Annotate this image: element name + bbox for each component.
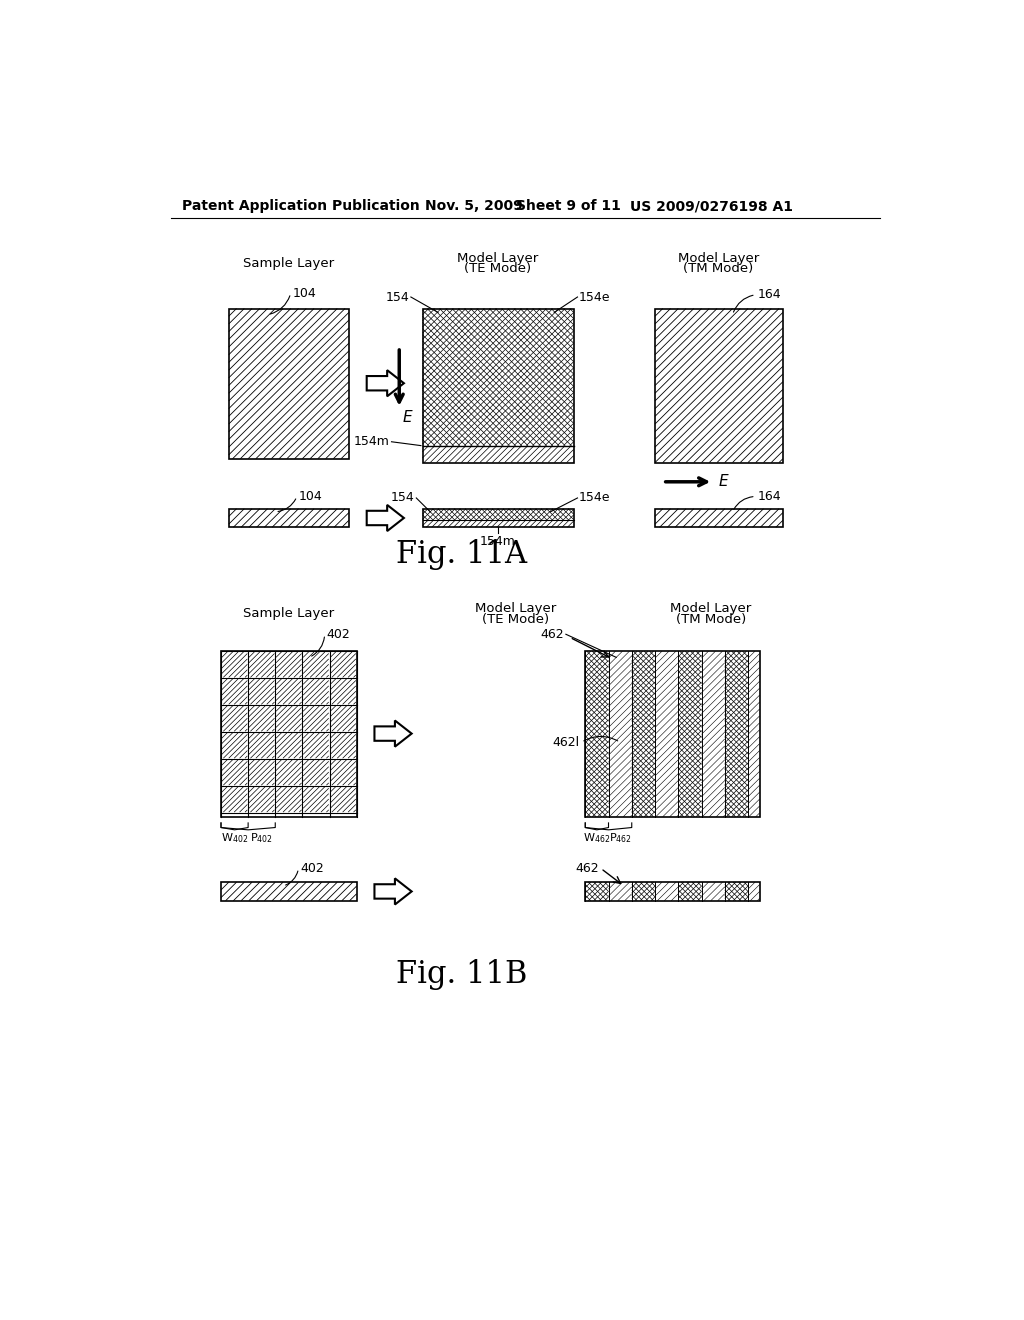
Text: P$_{402}$: P$_{402}$ xyxy=(250,832,273,845)
Text: Model Layer: Model Layer xyxy=(457,252,539,264)
Text: (TM Mode): (TM Mode) xyxy=(683,263,754,276)
Polygon shape xyxy=(375,721,412,747)
Text: 164: 164 xyxy=(758,288,781,301)
Text: 154: 154 xyxy=(391,491,415,504)
Polygon shape xyxy=(367,370,403,396)
Text: E: E xyxy=(402,411,412,425)
Bar xyxy=(221,882,356,900)
Text: P$_{462}$: P$_{462}$ xyxy=(608,832,632,845)
Text: US 2009/0276198 A1: US 2009/0276198 A1 xyxy=(630,199,794,213)
Bar xyxy=(586,651,760,817)
Bar xyxy=(228,508,349,527)
Bar xyxy=(423,309,573,446)
Bar xyxy=(423,508,573,527)
Text: 462l: 462l xyxy=(552,735,579,748)
Text: Model Layer: Model Layer xyxy=(678,252,759,264)
Bar xyxy=(423,446,573,462)
Text: W$_{462}$: W$_{462}$ xyxy=(584,832,610,845)
Text: W$_{402}$: W$_{402}$ xyxy=(221,832,248,845)
Text: E: E xyxy=(719,474,728,490)
Text: 402: 402 xyxy=(327,628,350,640)
Text: 164: 164 xyxy=(758,490,781,503)
Text: 104: 104 xyxy=(292,286,316,300)
Bar xyxy=(221,651,356,817)
Text: Sample Layer: Sample Layer xyxy=(243,607,334,620)
Polygon shape xyxy=(367,506,403,531)
Text: 154e: 154e xyxy=(579,491,610,504)
Text: (TE Mode): (TE Mode) xyxy=(464,263,531,276)
Bar xyxy=(655,309,783,462)
Bar xyxy=(423,309,573,462)
Text: Sheet 9 of 11: Sheet 9 of 11 xyxy=(515,199,621,213)
Bar xyxy=(655,508,783,527)
Text: 462: 462 xyxy=(575,862,599,875)
Text: 154m: 154m xyxy=(354,436,390,449)
Text: Model Layer: Model Layer xyxy=(475,602,556,615)
Text: Model Layer: Model Layer xyxy=(670,602,752,615)
Bar xyxy=(228,309,349,459)
Text: Nov. 5, 2009: Nov. 5, 2009 xyxy=(425,199,522,213)
Text: 104: 104 xyxy=(299,490,323,503)
Text: 462: 462 xyxy=(540,628,563,640)
Text: 154: 154 xyxy=(386,290,410,304)
Text: Fig. 11A: Fig. 11A xyxy=(395,540,526,570)
Text: Patent Application Publication: Patent Application Publication xyxy=(182,199,420,213)
Bar xyxy=(423,508,573,520)
Text: (TM Mode): (TM Mode) xyxy=(676,612,745,626)
Bar xyxy=(423,520,573,527)
Text: Fig. 11B: Fig. 11B xyxy=(395,960,527,990)
Polygon shape xyxy=(375,878,412,904)
Text: 402: 402 xyxy=(300,862,324,875)
Text: 154e: 154e xyxy=(579,290,610,304)
Text: Sample Layer: Sample Layer xyxy=(243,257,334,271)
Text: (TE Mode): (TE Mode) xyxy=(482,612,549,626)
Bar xyxy=(586,882,760,900)
Text: 154m: 154m xyxy=(479,535,516,548)
